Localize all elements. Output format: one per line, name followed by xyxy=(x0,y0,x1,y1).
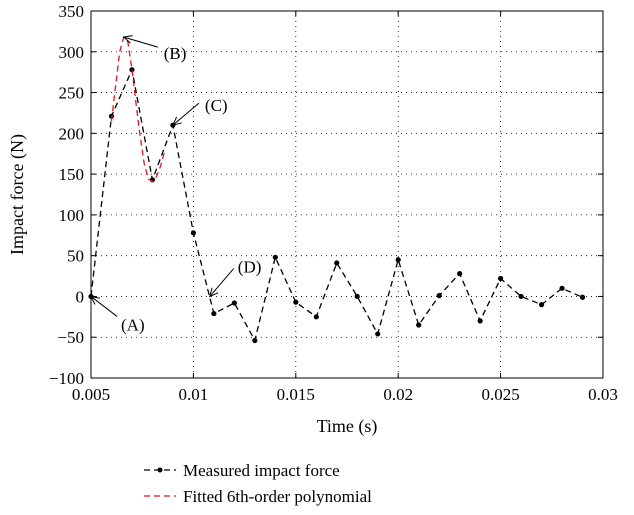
annotation-arrowhead xyxy=(122,35,133,44)
x-tick-label: 0.025 xyxy=(481,385,519,404)
data-point xyxy=(457,271,463,277)
data-point xyxy=(334,260,340,266)
y-axis-label: Impact force (N) xyxy=(7,134,28,255)
annotation-arrow xyxy=(209,268,235,297)
y-tick-label: 100 xyxy=(59,206,85,225)
data-point xyxy=(231,300,237,306)
data-point xyxy=(579,294,586,300)
legend-label-fitted: Fitted 6th-order polynomial xyxy=(183,487,372,506)
annotation-arrow xyxy=(90,296,118,317)
data-point xyxy=(518,293,524,300)
x-axis-label: Time (s) xyxy=(317,416,378,437)
x-tick-label: 0.015 xyxy=(277,385,315,404)
annotation-arrowhead xyxy=(172,116,182,126)
data-point xyxy=(190,230,196,236)
annotation-label: (C) xyxy=(205,96,228,115)
y-tick-label: 300 xyxy=(59,43,85,62)
legend: Measured impact force Fitted 6th-order p… xyxy=(144,461,372,506)
annotation-arrowhead xyxy=(209,287,219,298)
annotation-label: (D) xyxy=(238,257,262,276)
data-point xyxy=(354,293,360,300)
y-tick-label: −100 xyxy=(49,369,84,388)
y-tick-label: 250 xyxy=(59,84,85,103)
annotation-arrowhead xyxy=(90,295,100,305)
data-point xyxy=(538,302,545,308)
plot-frame xyxy=(90,10,604,379)
annotation-label: (B) xyxy=(164,44,187,63)
data-point xyxy=(477,318,483,324)
grid xyxy=(91,11,603,378)
data-point xyxy=(272,254,278,260)
y-tick-label: 350 xyxy=(59,2,85,21)
series-line-measured xyxy=(90,67,583,343)
x-tick-label: 0.005 xyxy=(72,385,110,404)
annotations: (A) (B) (C) (D) xyxy=(90,35,262,334)
axis-ticks: 0.005 0.01 0.015 0.02 0.025 0.03 −100 −50 0 50 100… xyxy=(49,2,618,404)
series-line-fitted xyxy=(110,35,166,183)
annotation-label: (A) xyxy=(121,315,145,334)
x-tick-label: 0.03 xyxy=(588,385,618,404)
data-point xyxy=(436,293,442,299)
annotation-arrow xyxy=(123,36,158,48)
data-point xyxy=(416,322,422,328)
data-point xyxy=(252,337,258,344)
annotation-arrow xyxy=(172,102,200,126)
y-tick-label: 200 xyxy=(59,124,85,143)
series-group xyxy=(88,35,586,344)
y-tick-label: 0 xyxy=(76,287,85,306)
y-tick-label: 150 xyxy=(59,165,85,184)
legend-label-measured: Measured impact force xyxy=(183,461,340,480)
data-point xyxy=(395,257,401,263)
data-point xyxy=(375,331,381,337)
x-tick-label: 0.02 xyxy=(383,385,413,404)
data-point xyxy=(313,314,319,320)
y-tick-label: 50 xyxy=(67,247,84,266)
x-tick-label: 0.01 xyxy=(179,385,209,404)
data-point xyxy=(293,299,299,305)
data-point xyxy=(211,310,217,317)
data-point xyxy=(129,67,135,73)
legend-marker-measured xyxy=(157,467,163,473)
y-tick-label: −50 xyxy=(57,328,84,347)
data-point xyxy=(559,285,565,291)
data-point xyxy=(498,275,504,282)
